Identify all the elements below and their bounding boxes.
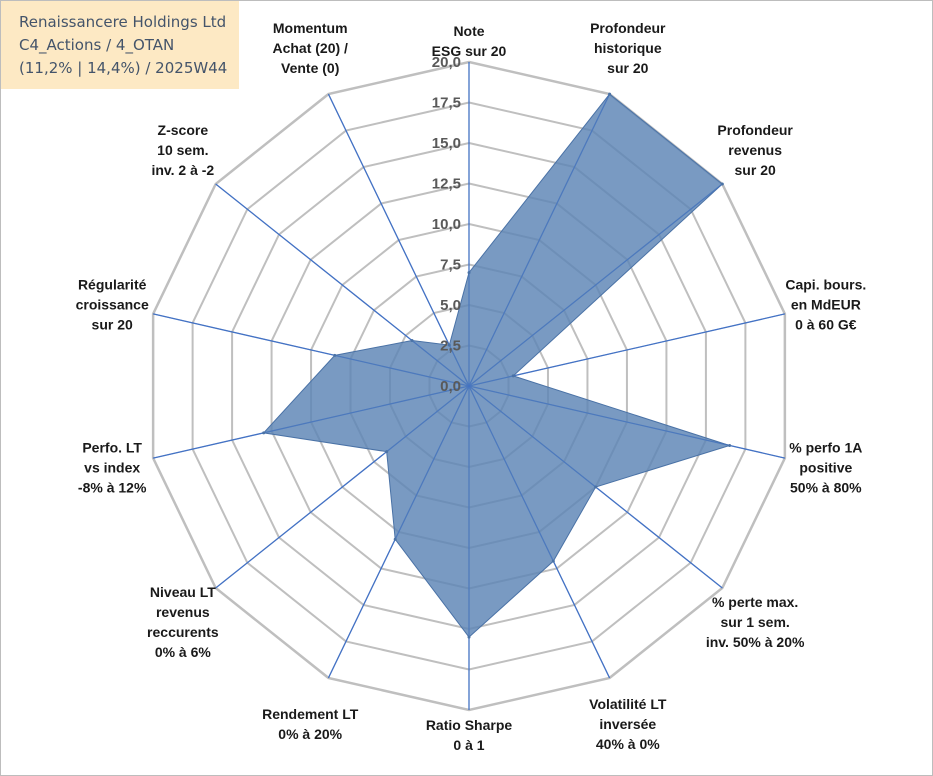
tick-label: 0,0 (440, 378, 461, 395)
axis-label-2: Profondeur revenus sur 20 (717, 122, 793, 178)
axis-spoke-overlay (153, 313, 470, 387)
axis-label-4: % perfo 1A positive 50% à 80% (789, 439, 862, 495)
axis-labels: Note ESG sur 20 Profondeur historique sur 20… (76, 20, 867, 753)
tick-label: 17,5 (432, 95, 461, 112)
tick-label: 7,5 (440, 257, 461, 274)
axis-label-line: % perte max. (712, 594, 798, 610)
axis-label-line: Ratio Sharpe (426, 717, 513, 733)
axis-label-6: Volatilité LT inversée 40% à 0% (589, 696, 667, 752)
radial-tick-labels: 0,0 2,5 5,0 7,5 10,0 12,5 15,0 17,5 20,0 (432, 54, 461, 395)
data-point (393, 537, 397, 541)
axis-label-9: Niveau LT revenus reccurents 0% à 6% (147, 584, 219, 660)
axis-label-line: Note (453, 23, 484, 39)
axis-label-line: % perfo 1A (789, 439, 862, 455)
axis-spoke-overlay (327, 385, 470, 679)
data-point (385, 450, 389, 454)
data-point (467, 635, 471, 639)
period-label: (11,2% | 14,4%) / 2025W44 (19, 59, 228, 77)
axis-label-13: Momentum Achat (20) / Vente (0) (272, 20, 348, 76)
axis-label-line: inv. 2 à -2 (151, 162, 214, 178)
company-name: Renaissancere Holdings Ltd (19, 13, 227, 31)
axis-label-line: reccurents (147, 624, 219, 640)
axis-label-10: Perfo. LT vs index -8% à 12% (78, 439, 147, 495)
tick-label: 15,0 (432, 135, 461, 152)
axis-spoke-overlay (153, 385, 470, 459)
axis-label-line: Vente (0) (281, 60, 339, 76)
axis-label-line: 40% à 0% (596, 736, 660, 752)
axis-label-line: Capi. bours. (785, 277, 866, 293)
axis-spoke-overlay (468, 313, 785, 387)
axis-spoke-overlay (468, 385, 611, 679)
axis-label-line: 0 à 1 (453, 737, 484, 753)
axis-label-line: Niveau LT (150, 584, 216, 600)
axis-label-line: revenus (156, 604, 210, 620)
axis-label-7: Ratio Sharpe 0 à 1 (426, 717, 513, 753)
data-point (594, 485, 598, 489)
axis-spoke-overlay (468, 183, 723, 387)
axis-label-line: en MdEUR (791, 297, 861, 313)
axis-label-line: Achat (20) / (272, 40, 348, 56)
axis-label-line: inv. 50% à 20% (706, 634, 805, 650)
axis-label-line: positive (799, 459, 852, 475)
axis-label-line: 10 sem. (157, 142, 208, 158)
axis-label-12: Z-score 10 sem. inv. 2 à -2 (151, 122, 214, 178)
data-point (333, 353, 337, 357)
data-point (447, 343, 451, 347)
axis-label-line: 50% à 80% (790, 479, 862, 495)
data-point (551, 559, 555, 563)
axis-label-11: Régularité croissance sur 20 (76, 277, 149, 333)
axis-label-line: Z-score (158, 122, 209, 138)
tick-label: 5,0 (440, 297, 461, 314)
axis-label-5: % perte max. sur 1 sem. inv. 50% à 20% (706, 594, 805, 650)
axis-label-0: Note ESG sur 20 (432, 23, 507, 59)
data-point (608, 92, 612, 96)
axis-label-line: Profondeur (717, 122, 793, 138)
axis-spoke-overlay (327, 93, 470, 387)
radar-series (153, 62, 785, 710)
axis-label-line: sur 20 (607, 60, 648, 76)
axis-label-line: Volatilité LT (589, 696, 667, 712)
axis-label-line: -8% à 12% (78, 479, 147, 495)
axis-label-line: sur 20 (735, 162, 776, 178)
axis-label-line: sur 20 (92, 317, 133, 333)
data-point (410, 339, 414, 343)
axis-label-line: 0 à 60 G€ (795, 317, 857, 333)
tick-label: 2,5 (440, 338, 461, 355)
axis-spoke-overlay (215, 183, 470, 387)
axis-label-line: vs index (84, 459, 140, 475)
category-label: C4_Actions / 4_OTAN (19, 36, 175, 54)
data-point (262, 431, 266, 435)
axis-label-line: ESG sur 20 (432, 43, 507, 59)
axis-label-line: Momentum (273, 20, 348, 36)
series-area (262, 93, 732, 638)
tick-label: 12,5 (432, 176, 461, 193)
axis-label-line: sur 1 sem. (721, 614, 790, 630)
axis-label-1: Profondeur historique sur 20 (590, 20, 666, 76)
axis-label-line: Rendement LT (262, 706, 359, 722)
axis-label-line: croissance (76, 297, 149, 313)
axis-label-3: Capi. bours. en MdEUR 0 à 60 G€ (785, 277, 866, 333)
axis-label-line: historique (594, 40, 662, 56)
data-point (511, 374, 515, 378)
info-box: Renaissancere Holdings Ltd C4_Actions / … (1, 1, 239, 89)
axis-label-line: Régularité (78, 277, 147, 293)
axis-label-line: 0% à 20% (278, 726, 342, 742)
axis-label-8: Rendement LT 0% à 20% (262, 706, 359, 742)
data-point (720, 182, 724, 186)
tick-label: 20,0 (432, 54, 461, 71)
axis-label-line: revenus (728, 142, 782, 158)
axis-spoke-overlay (215, 385, 470, 589)
axis-label-line: 0% à 6% (155, 644, 212, 660)
axis-spoke-overlay (468, 385, 785, 459)
data-point (728, 443, 732, 447)
tick-label: 10,0 (432, 216, 461, 233)
axis-label-line: Perfo. LT (82, 439, 142, 455)
axis-label-line: Profondeur (590, 20, 666, 36)
data-point (467, 271, 471, 275)
axis-spoke-overlay (468, 93, 611, 387)
axis-label-line: inversée (599, 716, 656, 732)
